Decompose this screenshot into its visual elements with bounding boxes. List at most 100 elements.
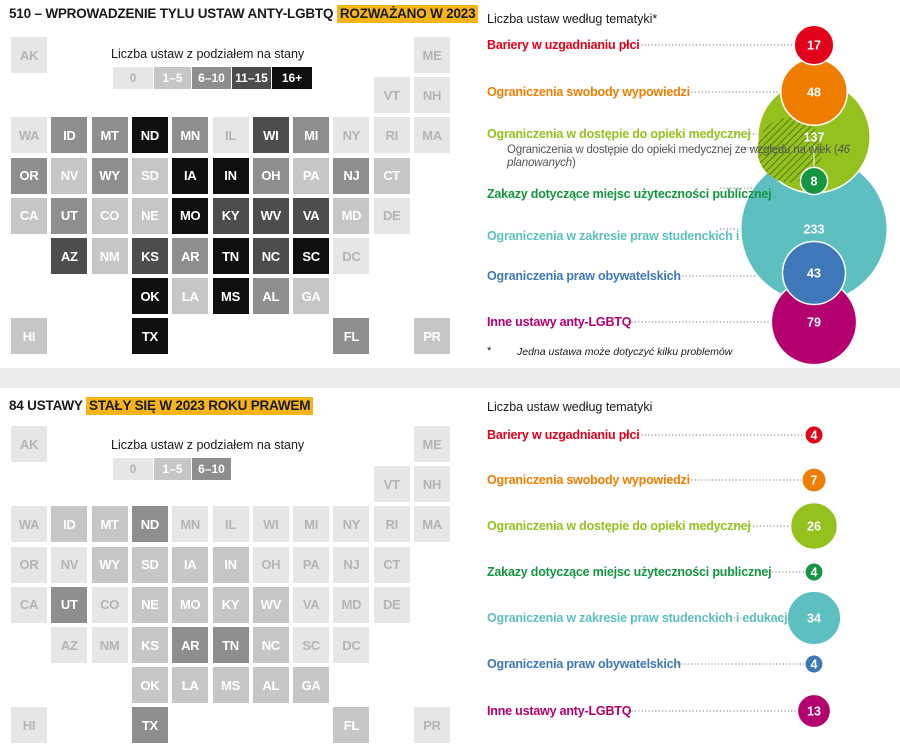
state-tile-mn: MN xyxy=(172,117,209,154)
legend-bin-1: 1–5 xyxy=(154,67,191,89)
state-tile-nv: NV xyxy=(51,157,88,194)
bubble-value-0: 17 xyxy=(807,39,821,53)
state-tile-me: ME xyxy=(414,426,450,462)
state-tile-hi: HI xyxy=(11,707,47,744)
state-tile-ny: NY xyxy=(333,117,370,154)
state-tile-tn: TN xyxy=(212,627,249,663)
state-tile-me: ME xyxy=(414,37,450,73)
state-tile-oh: OH xyxy=(252,546,289,583)
state-tile-pr: PR xyxy=(414,707,450,744)
state-tile-pr: PR xyxy=(414,318,450,355)
state-tile-dc: DC xyxy=(333,238,370,274)
state-tile-tn: TN xyxy=(212,238,249,274)
state-tile-nc: NC xyxy=(252,238,289,274)
state-tile-ut: UT xyxy=(51,586,88,623)
state-tile-wv: WV xyxy=(252,586,289,623)
bubble-2 xyxy=(789,501,839,551)
state-tile-de: DE xyxy=(373,586,410,623)
state-tile-ne: NE xyxy=(131,586,168,623)
state-tile-ms: MS xyxy=(212,667,249,704)
state-tile-vt: VT xyxy=(373,466,410,503)
bubble-3 xyxy=(804,562,824,582)
state-tile-in: IN xyxy=(212,157,249,194)
topic-label-3: Zakazy dotyczące miejsc użyteczności pub… xyxy=(487,565,772,579)
state-tile-mi: MI xyxy=(293,117,330,154)
state-tile-vt: VT xyxy=(373,77,410,114)
state-tile-ak: AK xyxy=(11,37,47,73)
topic-sub-close: ) xyxy=(571,157,576,169)
map-title-highlight: ROZWAŻANO W 2023 xyxy=(336,5,479,23)
topic-label-2: Ograniczenia w dostępie do opieki medycz… xyxy=(487,127,751,141)
state-tile-nh: NH xyxy=(414,77,450,114)
state-tile-nj: NJ xyxy=(333,157,370,194)
bubble-value-6: 13 xyxy=(807,705,821,719)
legend-bin-0: 0 xyxy=(113,67,153,89)
state-tile-nv: NV xyxy=(51,546,88,583)
state-tile-map: Liczba ustaw z podziałem na stany AK ME VT… xyxy=(0,0,470,368)
state-tile-fl: FL xyxy=(333,707,370,744)
map-title: 84 USTAWY STAŁY SIĘ W 2023 ROKU PRAWEM xyxy=(9,397,314,415)
topic-label-1: Ograniczenia swobody wypowiedzi xyxy=(487,473,690,487)
state-tile-wa: WA xyxy=(11,117,47,154)
legend-bin-1: 1–5 xyxy=(154,458,191,480)
state-tile-nd: ND xyxy=(131,506,168,543)
state-tile-nd: ND xyxy=(131,117,168,154)
bubble-sub-hatched xyxy=(757,117,823,183)
footnote-text: Jedna ustawa może dotyczyć kilku problem… xyxy=(517,346,733,358)
topic-label-6: Inne ustawy anty-LGBTQ xyxy=(487,704,632,718)
state-tile-ma: MA xyxy=(414,117,450,154)
topic-sub-text: Ograniczenia w dostępie do opieki medycz… xyxy=(507,144,838,156)
state-tile-wi: WI xyxy=(252,117,289,154)
state-tile-mt: MT xyxy=(91,506,128,543)
state-tile-oh: OH xyxy=(252,157,289,194)
map-title-prefix: 510 – WPROWADZENIE TYLU USTAW ANTY-LGBTQ xyxy=(9,6,334,21)
state-tile-ks: KS xyxy=(131,627,168,663)
state-tile-mo: MO xyxy=(172,586,209,623)
state-tile-ar: AR xyxy=(172,238,209,274)
legend-bin-2: 6–10 xyxy=(192,458,231,480)
state-tile-ak: AK xyxy=(11,426,47,462)
bubble-6 xyxy=(796,693,832,729)
panel-enacted: 84 USTAWY STAŁY SIĘ W 2023 ROKU PRAWEM L… xyxy=(0,388,900,751)
state-tile-nh: NH xyxy=(414,466,450,503)
map-title: 510 – WPROWADZENIE TYLU USTAW ANTY-LGBTQ… xyxy=(9,5,479,23)
state-tile-ok: OK xyxy=(131,278,168,315)
topic-label-6: Inne ustawy anty-LGBTQ xyxy=(487,315,632,329)
state-tile-ca: CA xyxy=(11,586,47,623)
topic-bubble-chart: Liczba ustaw według tematyki 4 7 26 4 34 4 13 … xyxy=(470,388,900,756)
state-tile-ks: KS xyxy=(131,238,168,274)
state-tile-co: CO xyxy=(91,197,128,234)
legend-bin-4: 16+ xyxy=(272,67,312,89)
state-tile-al: AL xyxy=(252,278,289,315)
topic-label-1: Ograniczenia swobody wypowiedzi xyxy=(487,85,690,99)
topics-title: Liczba ustaw według tematyki xyxy=(487,400,653,414)
bubble-value-4: 34 xyxy=(807,612,821,626)
bubble-value-4: 233 xyxy=(804,223,825,237)
map-legend-title: Liczba ustaw z podziałem na stany xyxy=(111,47,305,61)
state-tile-mn: MN xyxy=(172,506,209,543)
state-tile-ok: OK xyxy=(131,667,168,704)
topic-label-2: Ograniczenia w dostępie do opieki medycz… xyxy=(487,519,751,533)
bubble-value-6: 79 xyxy=(807,316,821,330)
state-tile-az: AZ xyxy=(51,238,88,274)
state-tile-de: DE xyxy=(373,197,410,234)
state-tile-mi: MI xyxy=(293,506,330,543)
topic-label-0: Bariery w uzgadnianiu płci xyxy=(487,38,640,52)
state-tile-in: IN xyxy=(212,546,249,583)
state-tile-pa: PA xyxy=(293,157,330,194)
bubble-value-3: 8 xyxy=(811,175,818,189)
state-tile-ri: RI xyxy=(373,506,410,543)
state-tile-wy: WY xyxy=(91,157,128,194)
state-tile-pa: PA xyxy=(293,546,330,583)
topic-bubble-chart: Liczba ustaw według tematyki* 17 48 137 8 23… xyxy=(470,0,900,368)
legend-bin-0: 0 xyxy=(113,458,153,480)
state-tile-md: MD xyxy=(333,586,370,623)
bubble-0 xyxy=(793,24,835,66)
state-tile-fl: FL xyxy=(333,318,370,355)
state-tile-wa: WA xyxy=(11,506,47,543)
bubble-value-2: 26 xyxy=(807,520,821,534)
bubble-canvas: 17 48 137 8 233 43 79 xyxy=(628,24,889,366)
state-tile-wy: WY xyxy=(91,546,128,583)
footnote-mark: * xyxy=(487,345,492,357)
state-tile-al: AL xyxy=(252,667,289,704)
